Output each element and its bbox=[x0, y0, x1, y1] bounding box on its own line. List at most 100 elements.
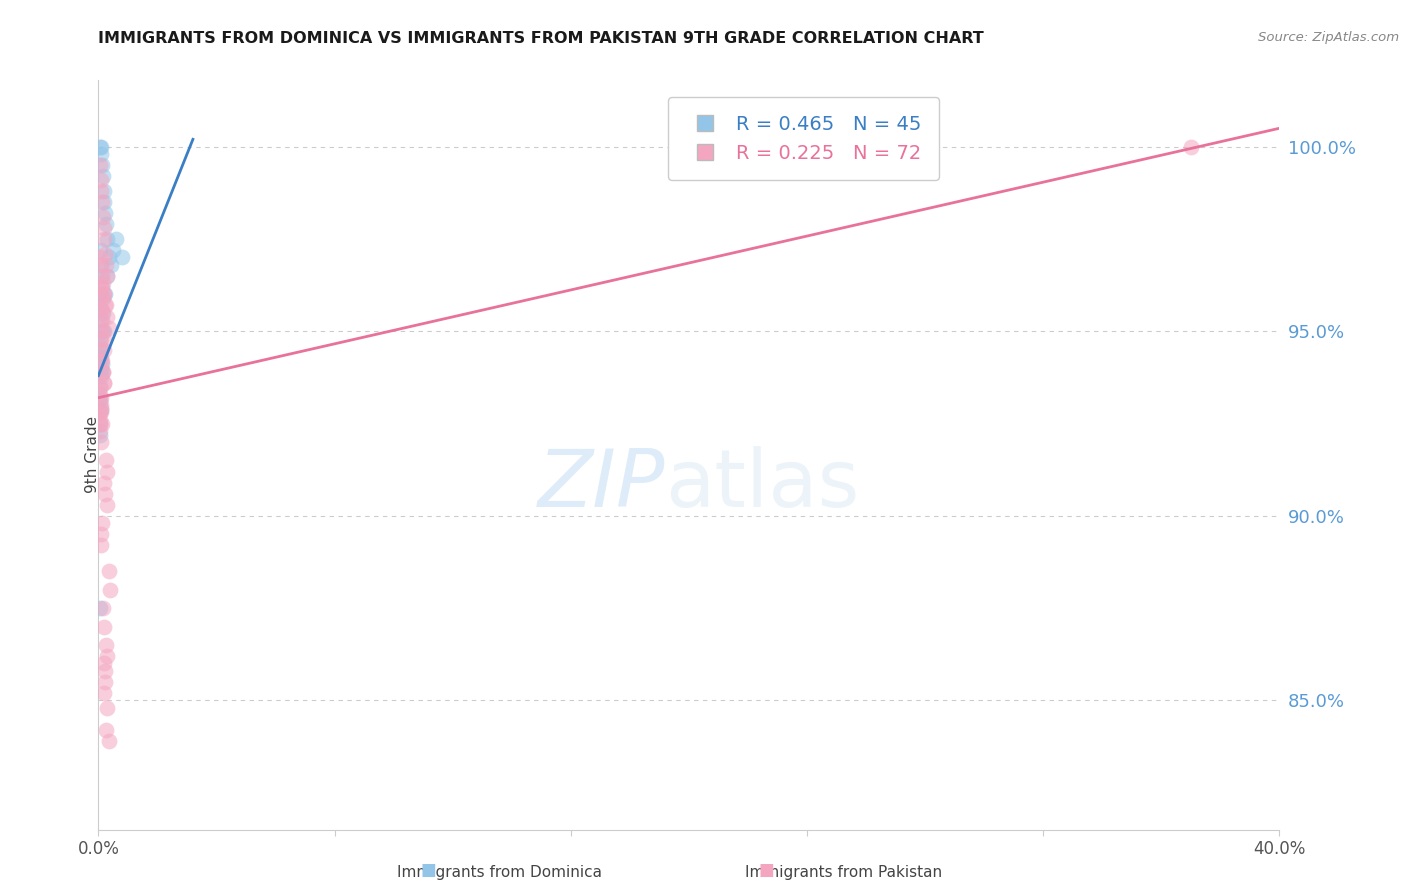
Point bbox=[90, 302, 112, 317]
Point bbox=[97, 564, 120, 578]
Point bbox=[93, 195, 115, 210]
Point bbox=[91, 365, 114, 379]
Point bbox=[97, 251, 120, 265]
Point bbox=[90, 435, 112, 450]
Point bbox=[90, 332, 112, 346]
Point bbox=[93, 475, 115, 490]
Point bbox=[90, 302, 112, 317]
Point bbox=[93, 232, 115, 246]
Point bbox=[89, 601, 111, 615]
Point bbox=[90, 184, 112, 198]
Point bbox=[89, 139, 111, 153]
Point bbox=[93, 343, 115, 357]
Point bbox=[93, 686, 115, 700]
Point bbox=[94, 723, 117, 737]
Point bbox=[96, 268, 118, 283]
Point bbox=[89, 379, 111, 393]
Text: ■: ■ bbox=[420, 861, 437, 879]
Point bbox=[93, 287, 115, 301]
Point bbox=[91, 169, 114, 184]
Point bbox=[94, 217, 117, 231]
Point bbox=[98, 582, 121, 597]
Point bbox=[91, 324, 114, 338]
Point bbox=[89, 343, 111, 357]
Point bbox=[1180, 139, 1202, 153]
Point bbox=[96, 498, 118, 512]
Point bbox=[93, 376, 115, 390]
Point bbox=[89, 417, 111, 431]
Point bbox=[89, 417, 111, 431]
Point bbox=[91, 268, 114, 283]
Point bbox=[91, 365, 114, 379]
Point bbox=[91, 195, 114, 210]
Point bbox=[93, 619, 115, 633]
Point bbox=[105, 232, 128, 246]
Point bbox=[91, 365, 114, 379]
Text: Source: ZipAtlas.com: Source: ZipAtlas.com bbox=[1258, 31, 1399, 45]
Point bbox=[89, 320, 111, 334]
Y-axis label: 9th Grade: 9th Grade bbox=[86, 417, 100, 493]
Point bbox=[94, 638, 117, 652]
Point bbox=[90, 358, 112, 372]
Point bbox=[91, 277, 114, 291]
Point bbox=[90, 280, 112, 294]
Point bbox=[91, 353, 114, 368]
Point bbox=[91, 306, 114, 320]
Point bbox=[89, 287, 111, 301]
Point bbox=[96, 649, 118, 664]
Point bbox=[96, 310, 118, 324]
Point bbox=[89, 158, 111, 172]
Point bbox=[91, 417, 114, 431]
Text: Immigrants from Pakistan: Immigrants from Pakistan bbox=[745, 865, 942, 880]
Point bbox=[90, 398, 112, 412]
Point bbox=[97, 320, 120, 334]
Point bbox=[90, 291, 112, 305]
Point bbox=[90, 343, 112, 357]
Point bbox=[94, 298, 117, 312]
Point bbox=[89, 387, 111, 401]
Text: Immigrants from Dominica: Immigrants from Dominica bbox=[396, 865, 602, 880]
Point bbox=[90, 405, 112, 419]
Point bbox=[91, 516, 114, 531]
Point bbox=[89, 339, 111, 353]
Point bbox=[89, 405, 111, 419]
Point bbox=[90, 527, 112, 541]
Point bbox=[90, 147, 112, 161]
Point bbox=[91, 280, 114, 294]
Text: ■: ■ bbox=[758, 861, 775, 879]
Point bbox=[94, 258, 117, 272]
Point bbox=[90, 350, 112, 364]
Point bbox=[90, 353, 112, 368]
Point bbox=[89, 280, 111, 294]
Point bbox=[94, 486, 117, 500]
Legend: R = 0.465   N = 45, R = 0.225   N = 72: R = 0.465 N = 45, R = 0.225 N = 72 bbox=[668, 97, 939, 180]
Point bbox=[90, 258, 112, 272]
Point bbox=[94, 664, 117, 678]
Point bbox=[96, 268, 118, 283]
Point bbox=[94, 674, 117, 689]
Point bbox=[90, 538, 112, 552]
Point bbox=[103, 243, 125, 257]
Point bbox=[89, 332, 111, 346]
Point bbox=[93, 221, 115, 235]
Text: IMMIGRANTS FROM DOMINICA VS IMMIGRANTS FROM PAKISTAN 9TH GRADE CORRELATION CHART: IMMIGRANTS FROM DOMINICA VS IMMIGRANTS F… bbox=[98, 31, 984, 46]
Point bbox=[94, 246, 117, 260]
Point bbox=[89, 251, 111, 265]
Point bbox=[91, 324, 114, 338]
Point bbox=[97, 734, 120, 748]
Point bbox=[90, 173, 112, 187]
Point bbox=[90, 313, 112, 327]
Point bbox=[111, 251, 134, 265]
Point bbox=[90, 368, 112, 383]
Point bbox=[91, 291, 114, 305]
Point bbox=[89, 405, 111, 419]
Point bbox=[94, 287, 117, 301]
Point bbox=[94, 298, 117, 312]
Point bbox=[100, 258, 122, 272]
Point bbox=[94, 453, 117, 467]
Point bbox=[96, 232, 118, 246]
Text: ZIP: ZIP bbox=[538, 446, 665, 524]
Point bbox=[93, 184, 115, 198]
Point bbox=[93, 332, 115, 346]
Point bbox=[89, 243, 111, 257]
